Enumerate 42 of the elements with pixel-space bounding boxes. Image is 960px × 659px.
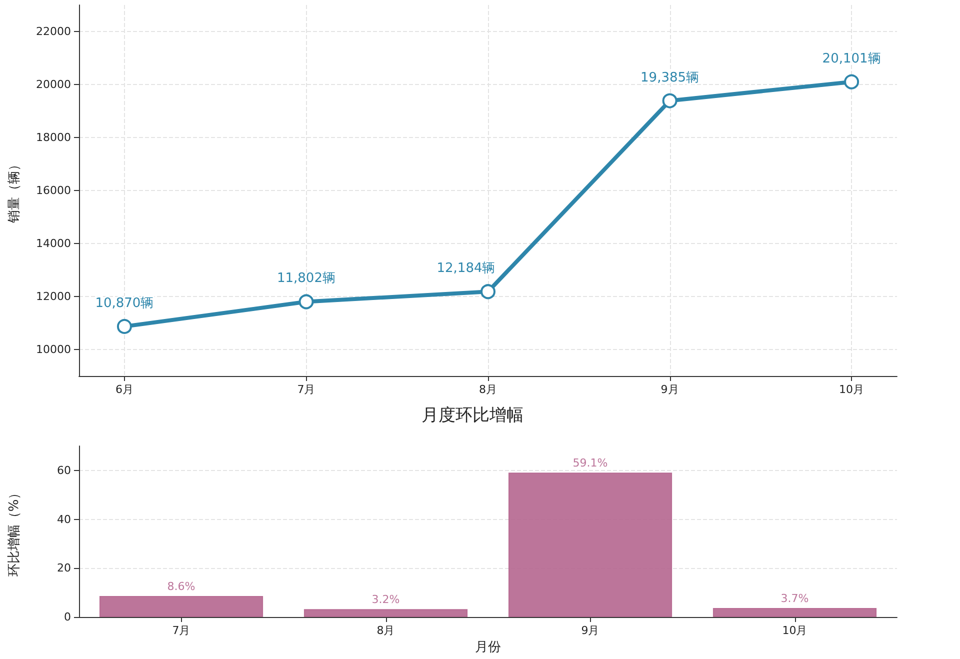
data-label: 3.2% — [372, 593, 400, 606]
y-tick-label: 60 — [57, 464, 71, 477]
x-tick-label: 8月 — [479, 383, 497, 396]
x-tick-label: 10月 — [839, 383, 864, 396]
y-tick-label: 20 — [57, 562, 71, 575]
x-tick-label: 9月 — [660, 383, 679, 396]
x-tick-label: 6月 — [115, 383, 134, 396]
bar — [304, 609, 468, 617]
x-tick-label: 7月 — [172, 624, 190, 637]
data-label: 10,870辆 — [95, 296, 154, 311]
y-tick-label: 0 — [64, 610, 71, 624]
x-tick-label: 10月 — [782, 624, 808, 637]
data-label: 20,101辆 — [822, 51, 881, 66]
x-tick-label: 8月 — [376, 624, 395, 637]
data-label: 19,385辆 — [640, 70, 700, 86]
point — [480, 284, 496, 300]
y-tick-label: 20000 — [36, 78, 71, 91]
y-tick-label: 22000 — [36, 25, 71, 38]
data-label: 8.6% — [167, 580, 196, 593]
y-tick-label: 10000 — [36, 343, 71, 356]
point — [298, 294, 314, 310]
point — [844, 74, 860, 90]
bar — [99, 596, 264, 617]
data-label: 11,802辆 — [276, 271, 336, 286]
bar — [712, 608, 877, 617]
data-label: 59.1% — [572, 456, 608, 470]
y-tick-label: 40 — [57, 512, 71, 526]
bar — [508, 472, 672, 617]
y-axis-title: 销量（辆） — [7, 158, 22, 224]
x-tick-label: 7月 — [297, 383, 316, 396]
x-tick-label: 9月 — [581, 624, 600, 637]
data-label: 12,184辆 — [436, 261, 496, 276]
y-tick-label: 14000 — [36, 237, 71, 250]
y-tick-label: 18000 — [36, 131, 71, 144]
point — [116, 318, 132, 334]
y-axis-title: 环比增幅（%） — [7, 486, 22, 577]
y-tick-label: 12000 — [36, 290, 71, 303]
data-label: 3.7% — [780, 592, 809, 605]
chart-title: 月度环比增幅 — [422, 406, 524, 426]
x-axis-title: 月份 — [475, 640, 501, 655]
y-tick-label: 16000 — [36, 184, 71, 197]
point — [662, 93, 678, 108]
